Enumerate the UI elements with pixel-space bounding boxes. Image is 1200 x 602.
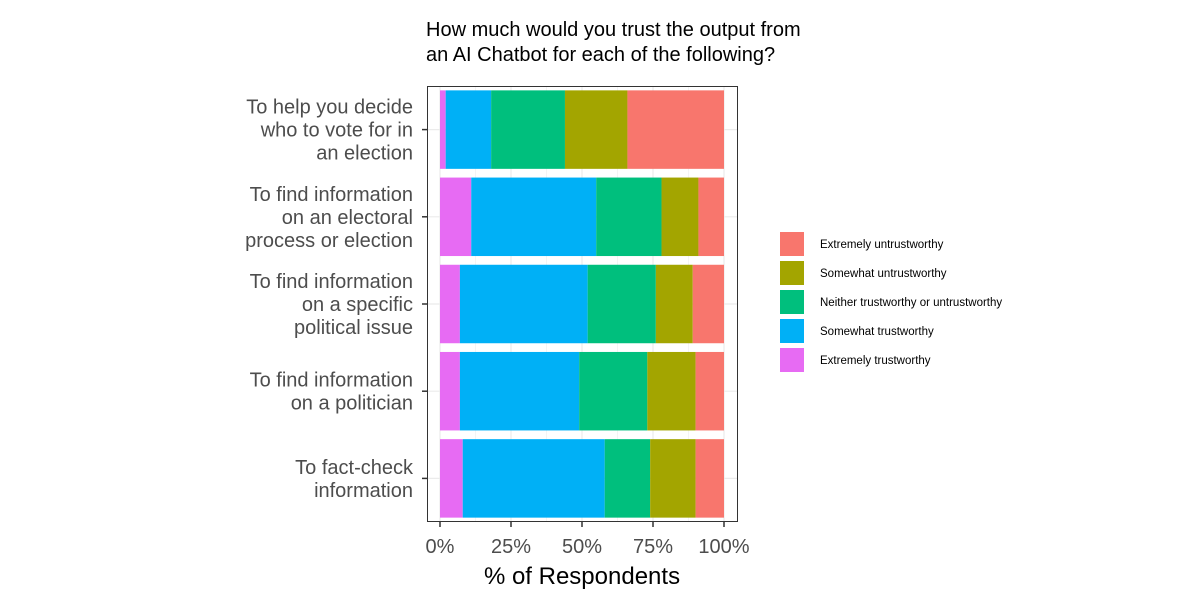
legend-key-somewhat-trustworthy [780, 319, 804, 343]
chart-title-line: an AI Chatbot for each of the following? [426, 44, 775, 66]
y-tick-label: To find information [250, 271, 413, 293]
bar-segment-somewhat-trustworthy [462, 439, 605, 518]
bar-segment-extremely-trustworthy [440, 351, 460, 431]
legend-label: Extremely trustworthy [820, 355, 931, 367]
bar-segment-somewhat-trustworthy [459, 264, 588, 344]
y-tick-label: To fact-check [295, 457, 414, 479]
bar-segment-neither-trustworthy-or-untrustworthy [596, 177, 662, 257]
legend-label: Somewhat trustworthy [820, 326, 934, 338]
bar-segment-extremely-untrustworthy [698, 177, 724, 257]
y-tick-label: political issue [294, 317, 413, 339]
legend-key-extremely-untrustworthy [780, 232, 804, 256]
bar-segment-somewhat-untrustworthy [661, 177, 699, 257]
y-tick-label: To help you decide [246, 97, 413, 119]
bar-segment-somewhat-untrustworthy [655, 264, 693, 344]
bar-segment-extremely-trustworthy [440, 264, 460, 344]
bar-segment-extremely-trustworthy [440, 177, 472, 257]
bar-segment-extremely-trustworthy [440, 439, 463, 518]
chart-title-line: How much would you trust the output from [426, 19, 801, 41]
x-tick-label: 25% [491, 536, 531, 558]
bars [440, 90, 724, 518]
bar-segment-extremely-untrustworthy [627, 90, 724, 169]
legend-label: Neither trustworthy or untrustworthy [820, 297, 1002, 309]
y-tick-label: on a specific [302, 294, 413, 316]
y-tick-label: who to vote for in [260, 120, 413, 142]
legend-label: Extremely untrustworthy [820, 239, 944, 251]
y-tick-label: on a politician [291, 393, 413, 415]
x-tick-label: 0% [426, 536, 455, 558]
bar-segment-neither-trustworthy-or-untrustworthy [604, 439, 651, 518]
bar-segment-extremely-trustworthy [440, 90, 446, 169]
bar-segment-somewhat-untrustworthy [564, 90, 628, 169]
bar-segment-somewhat-untrustworthy [647, 351, 696, 431]
y-tick-label: To find information [250, 370, 413, 392]
bar-segment-neither-trustworthy-or-untrustworthy [587, 264, 656, 344]
plot-border [427, 86, 738, 522]
bar-segment-somewhat-trustworthy [445, 90, 492, 169]
legend-key-somewhat-untrustworthy [780, 261, 804, 285]
legend-key-neither-trustworthy-or-untrustworthy [780, 290, 804, 314]
y-tick-label: information [314, 480, 413, 502]
y-tick-label: an election [316, 143, 413, 165]
bar-segment-somewhat-trustworthy [471, 177, 597, 257]
chart-title: How much would you trust the output from… [426, 19, 801, 66]
x-axis-title: % of Respondents [484, 563, 680, 590]
legend-key-extremely-trustworthy [780, 348, 804, 372]
x-tick-label: 100% [698, 536, 749, 558]
bar-segment-somewhat-untrustworthy [650, 439, 696, 518]
bar-segment-extremely-untrustworthy [695, 439, 724, 518]
bar-segment-neither-trustworthy-or-untrustworthy [491, 90, 565, 169]
x-axis: 0% 25% 50% 75% 100% [426, 522, 750, 558]
bar-segment-somewhat-trustworthy [459, 351, 580, 431]
y-tick-label: To find information [250, 184, 413, 206]
y-tick-label: process or election [245, 230, 413, 252]
legend: Extremely untrustworthy Somewhat untrustw… [780, 232, 1002, 372]
x-tick-label: 50% [562, 536, 602, 558]
bar-segment-neither-trustworthy-or-untrustworthy [579, 351, 648, 431]
legend-label: Somewhat untrustworthy [820, 268, 947, 280]
bar-segment-extremely-untrustworthy [695, 351, 724, 431]
x-tick-label: 75% [633, 536, 673, 558]
bar-segment-extremely-untrustworthy [692, 264, 724, 344]
y-tick-label: on an electoral [282, 207, 413, 229]
